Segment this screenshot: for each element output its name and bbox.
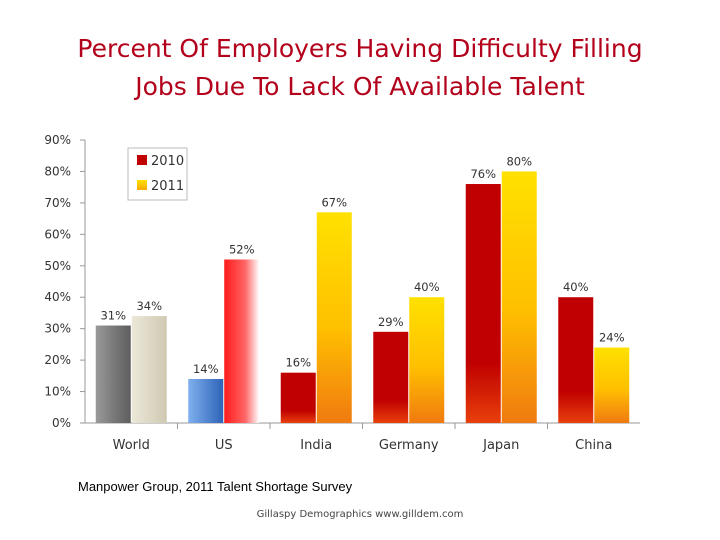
y-tick-label: 20% — [44, 353, 71, 367]
data-label-japan-2010: 76% — [470, 167, 496, 181]
data-label-india-2010: 16% — [285, 356, 311, 370]
y-tick-label: 10% — [44, 385, 71, 399]
footer-credit: Gillaspy Demographics www.gilldem.com — [256, 509, 464, 520]
data-label-world-2011: 34% — [136, 299, 162, 313]
bar-japan-2011 — [501, 171, 537, 423]
legend-box — [127, 147, 188, 201]
data-label-us-2011: 52% — [229, 242, 255, 256]
bar-germany-2010 — [373, 331, 409, 423]
bar-china-2010 — [558, 297, 594, 423]
bar-china-2011 — [594, 347, 630, 423]
legend-swatch-2010 — [137, 155, 147, 165]
data-label-china-2011: 24% — [599, 331, 625, 345]
x-tick-label: World — [113, 438, 150, 453]
data-label-india-2011: 67% — [321, 195, 347, 209]
data-label-germany-2010: 29% — [378, 315, 404, 329]
x-tick-label: India — [300, 438, 332, 453]
bar-india-2011 — [316, 212, 352, 423]
x-tick-label: Germany — [379, 438, 439, 453]
legend-label-2011: 2011 — [151, 179, 184, 194]
chart-title-line-2: Jobs Due To Lack Of Available Talent — [135, 72, 585, 101]
y-tick-label: 90% — [44, 133, 71, 147]
y-tick-label: 60% — [44, 227, 71, 241]
data-label-us-2010: 14% — [193, 362, 219, 376]
chart-title: Percent Of Employers Having Difficulty F… — [0, 30, 720, 106]
y-tick-label: 0% — [52, 416, 71, 430]
data-label-china-2010: 40% — [563, 280, 589, 294]
x-tick-label: Japan — [482, 438, 519, 453]
data-label-japan-2011: 80% — [506, 154, 532, 168]
legend-swatch-2011 — [137, 180, 147, 190]
bar-chart: 0% 10% 20% 30% 40% 50% 60% 70% 80% 90% World US Indi… — [44, 133, 640, 453]
y-tick-label: 80% — [44, 164, 71, 178]
bar-germany-2011 — [409, 297, 445, 423]
y-tick-label: 50% — [44, 259, 71, 273]
x-tick-label: China — [575, 438, 612, 453]
bar-us-2010 — [188, 378, 224, 423]
bar-world-2010 — [95, 325, 131, 423]
bar-world-2011 — [131, 316, 167, 423]
data-label-world-2010: 31% — [100, 309, 126, 323]
x-tick-label: US — [215, 438, 233, 453]
chart-title-line-1: Percent Of Employers Having Difficulty F… — [77, 34, 643, 63]
source-note: Manpower Group, 2011 Talent Shortage Sur… — [78, 479, 353, 494]
data-label-germany-2011: 40% — [414, 280, 440, 294]
y-tick-label: 70% — [44, 196, 71, 210]
y-tick-label: 30% — [44, 322, 71, 336]
legend: 2010 2011 — [127, 147, 188, 201]
bar-india-2010 — [280, 372, 316, 423]
legend-label-2010: 2010 — [151, 154, 184, 169]
bar-japan-2010 — [465, 184, 501, 423]
y-tick-label: 40% — [44, 290, 71, 304]
bar-us-2011 — [224, 259, 260, 423]
